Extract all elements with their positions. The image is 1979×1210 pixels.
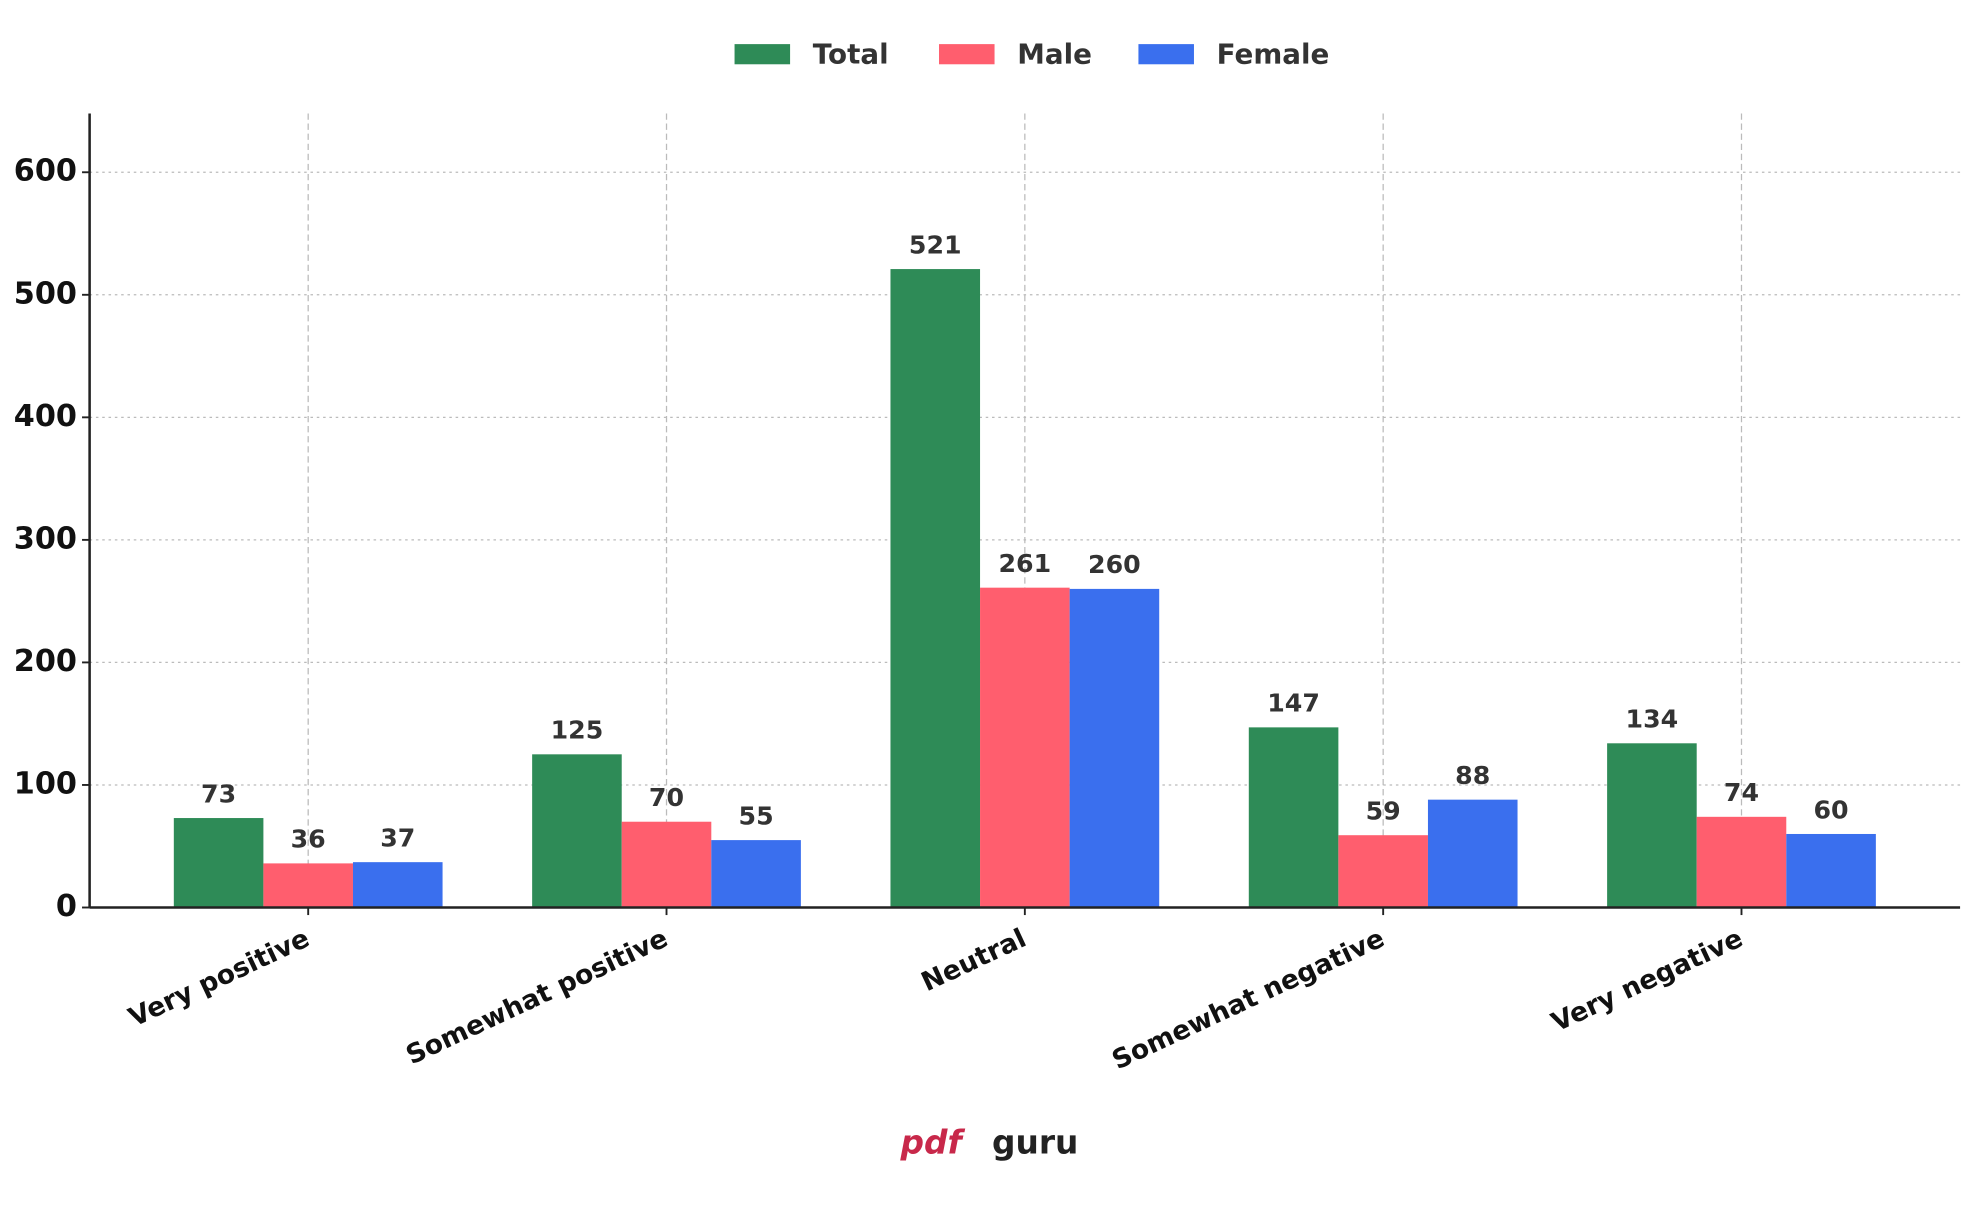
value-label: 59 — [1366, 797, 1401, 826]
bar — [532, 754, 622, 908]
x-tick-label: Somewhat negative — [1107, 923, 1389, 1076]
y-tick-label: 0 — [56, 889, 77, 924]
value-label: 36 — [291, 825, 326, 854]
bar — [1786, 833, 1876, 908]
value-label: 55 — [739, 801, 774, 830]
watermark-brand: pdf — [899, 1123, 965, 1161]
x-tick-label: Very negative — [1547, 923, 1748, 1039]
value-label: 60 — [1814, 795, 1849, 824]
bar — [711, 840, 801, 908]
value-label: 88 — [1455, 761, 1490, 790]
bar — [352, 862, 443, 908]
plot: 0 100 200 300 400 500 600 73 125 521 147 134 36 70 261… — [14, 37, 1961, 1076]
legend-label: Female — [1217, 37, 1330, 70]
y-tick-label: 500 — [14, 276, 77, 311]
bar — [1607, 743, 1697, 908]
x-tick-label: Very positive — [124, 923, 314, 1034]
bar — [1338, 835, 1428, 908]
y-tick-label: 200 — [14, 644, 77, 679]
bar — [1696, 816, 1787, 908]
value-label: 125 — [551, 716, 604, 745]
bar — [1069, 588, 1160, 908]
bar — [263, 863, 353, 908]
legend-swatch — [939, 44, 995, 65]
x-tick-label: Somewhat positive — [401, 923, 672, 1071]
legend-label: Total — [813, 37, 889, 70]
bar — [1248, 727, 1339, 908]
legend-label: Male — [1017, 37, 1092, 70]
bar — [173, 818, 264, 908]
legend-swatch — [1138, 44, 1194, 65]
value-label: 70 — [649, 783, 684, 812]
value-label: 521 — [909, 230, 962, 259]
bar — [621, 821, 712, 908]
legend-swatch — [734, 44, 791, 65]
y-tick-label: 600 — [14, 154, 77, 189]
value-label: 74 — [1724, 778, 1759, 807]
value-label: 134 — [1626, 705, 1679, 734]
watermark-name: guru — [992, 1123, 1078, 1161]
value-label: 261 — [998, 549, 1051, 578]
bar — [890, 269, 981, 908]
value-label: 147 — [1267, 689, 1320, 718]
value-label: 260 — [1088, 550, 1141, 579]
y-tick-label: 100 — [14, 766, 77, 801]
bar — [1427, 799, 1518, 908]
value-label: 37 — [380, 823, 415, 852]
x-tick-label: Neutral — [917, 923, 1031, 998]
bar — [980, 587, 1070, 908]
y-tick-label: 400 — [14, 399, 77, 434]
y-tick-label: 300 — [14, 521, 77, 556]
value-label: 73 — [201, 779, 236, 808]
